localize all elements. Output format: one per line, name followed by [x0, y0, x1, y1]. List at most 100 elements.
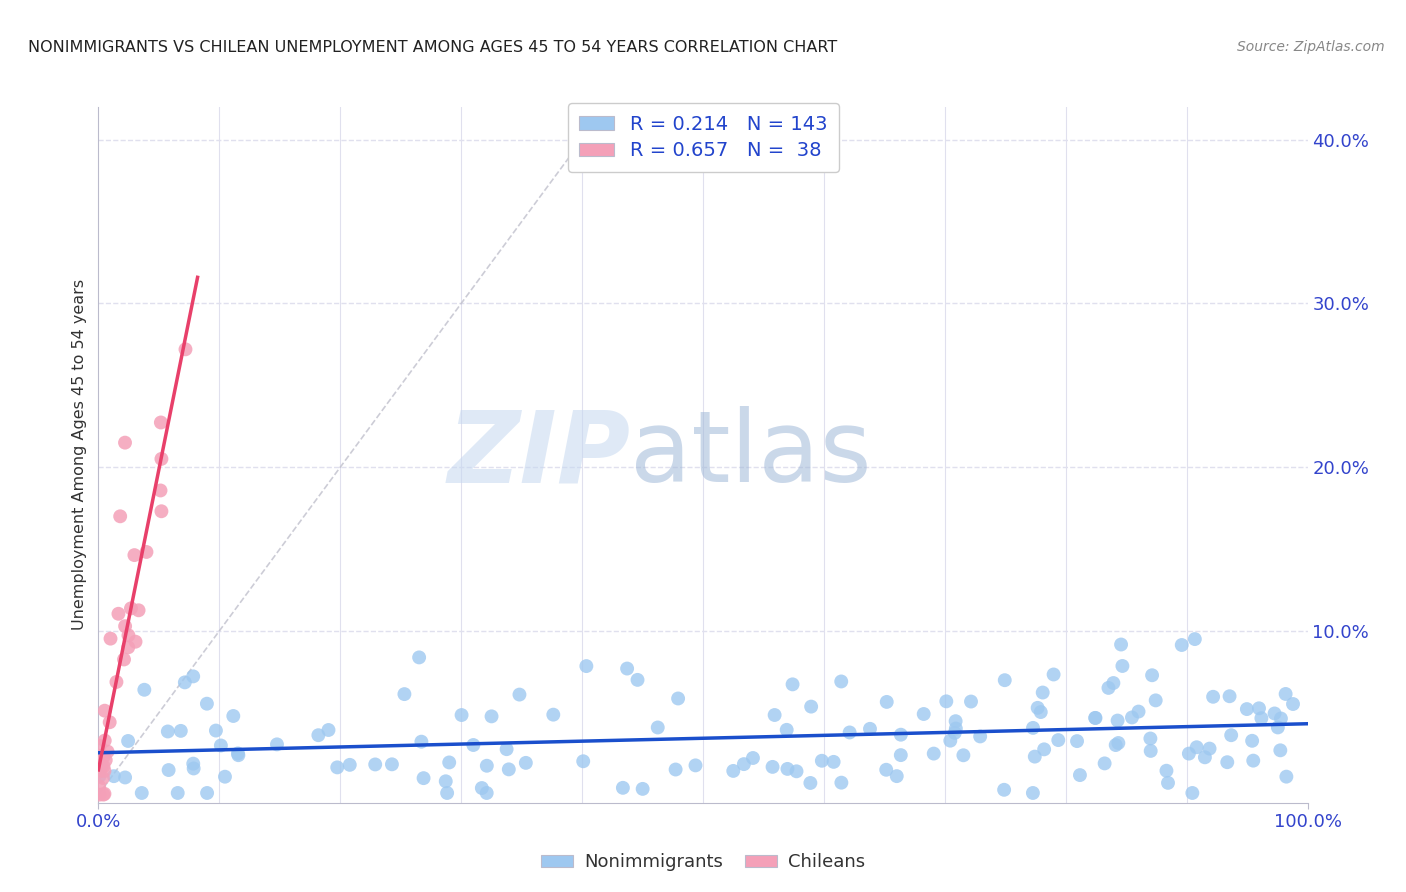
Point — [150, 451, 173, 466]
Point — [90, 760, 112, 774]
Point — [450, 708, 472, 723]
Point — [1139, 744, 1161, 758]
Point — [381, 757, 404, 772]
Point — [107, 607, 129, 621]
Point — [1033, 742, 1056, 756]
Point — [131, 786, 153, 800]
Point — [1275, 770, 1298, 784]
Point — [434, 774, 457, 789]
Point — [156, 724, 179, 739]
Point — [935, 694, 957, 708]
Point — [307, 728, 329, 742]
Point — [498, 763, 520, 777]
Point — [952, 748, 974, 763]
Point — [1047, 733, 1070, 747]
Point — [1121, 710, 1143, 724]
Point — [733, 757, 755, 772]
Point — [922, 747, 945, 761]
Point — [412, 771, 434, 785]
Point — [173, 675, 195, 690]
Point — [1282, 697, 1305, 711]
Point — [1220, 728, 1243, 742]
Point — [98, 715, 121, 730]
Point — [1097, 681, 1119, 695]
Point — [226, 747, 249, 761]
Point — [1105, 738, 1128, 752]
Point — [761, 760, 783, 774]
Point — [1198, 741, 1220, 756]
Point — [1066, 734, 1088, 748]
Point — [685, 758, 707, 772]
Point — [209, 739, 232, 753]
Point — [1185, 740, 1208, 755]
Point — [1156, 764, 1178, 778]
Point — [481, 709, 503, 723]
Point — [93, 788, 115, 802]
Point — [1102, 676, 1125, 690]
Point — [128, 603, 150, 617]
Point — [572, 754, 595, 768]
Point — [89, 761, 111, 775]
Point — [945, 714, 967, 728]
Point — [631, 781, 654, 796]
Point — [93, 764, 115, 778]
Text: Source: ZipAtlas.com: Source: ZipAtlas.com — [1237, 40, 1385, 54]
Point — [97, 745, 120, 759]
Point — [543, 707, 565, 722]
Point — [1140, 668, 1163, 682]
Point — [1111, 659, 1133, 673]
Point — [114, 771, 136, 785]
Point — [437, 756, 460, 770]
Point — [1022, 786, 1045, 800]
Point — [1024, 749, 1046, 764]
Point — [91, 771, 114, 785]
Point — [823, 755, 845, 769]
Point — [411, 734, 433, 748]
Point — [157, 763, 180, 777]
Point — [1270, 743, 1292, 757]
Point — [94, 753, 117, 767]
Point — [1247, 701, 1270, 715]
Point — [993, 782, 1015, 797]
Point — [1144, 693, 1167, 707]
Point — [394, 687, 416, 701]
Point — [1216, 755, 1239, 769]
Point — [89, 788, 111, 802]
Point — [1250, 711, 1272, 725]
Point — [117, 734, 139, 748]
Point — [149, 483, 172, 498]
Point — [124, 634, 146, 648]
Point — [1157, 776, 1180, 790]
Point — [939, 733, 962, 747]
Point — [1139, 731, 1161, 746]
Point — [1042, 667, 1064, 681]
Point — [124, 548, 146, 562]
Point — [811, 754, 834, 768]
Point — [626, 673, 648, 687]
Point — [886, 769, 908, 783]
Point — [495, 742, 517, 756]
Point — [214, 770, 236, 784]
Point — [647, 721, 669, 735]
Point — [108, 509, 131, 524]
Point — [876, 695, 898, 709]
Point — [763, 708, 786, 723]
Point — [114, 619, 136, 633]
Point — [830, 674, 852, 689]
Point — [776, 723, 799, 737]
Point — [205, 723, 228, 738]
Point — [723, 764, 745, 778]
Point — [436, 786, 458, 800]
Point — [475, 758, 498, 772]
Point — [103, 769, 125, 783]
Point — [776, 762, 799, 776]
Y-axis label: Unemployment Among Ages 45 to 54 years: Unemployment Among Ages 45 to 54 years — [72, 279, 87, 631]
Point — [135, 545, 157, 559]
Point — [875, 763, 897, 777]
Point — [1032, 685, 1054, 699]
Point — [1107, 714, 1129, 728]
Point — [89, 769, 111, 783]
Point — [890, 748, 912, 763]
Point — [612, 780, 634, 795]
Point — [1109, 638, 1132, 652]
